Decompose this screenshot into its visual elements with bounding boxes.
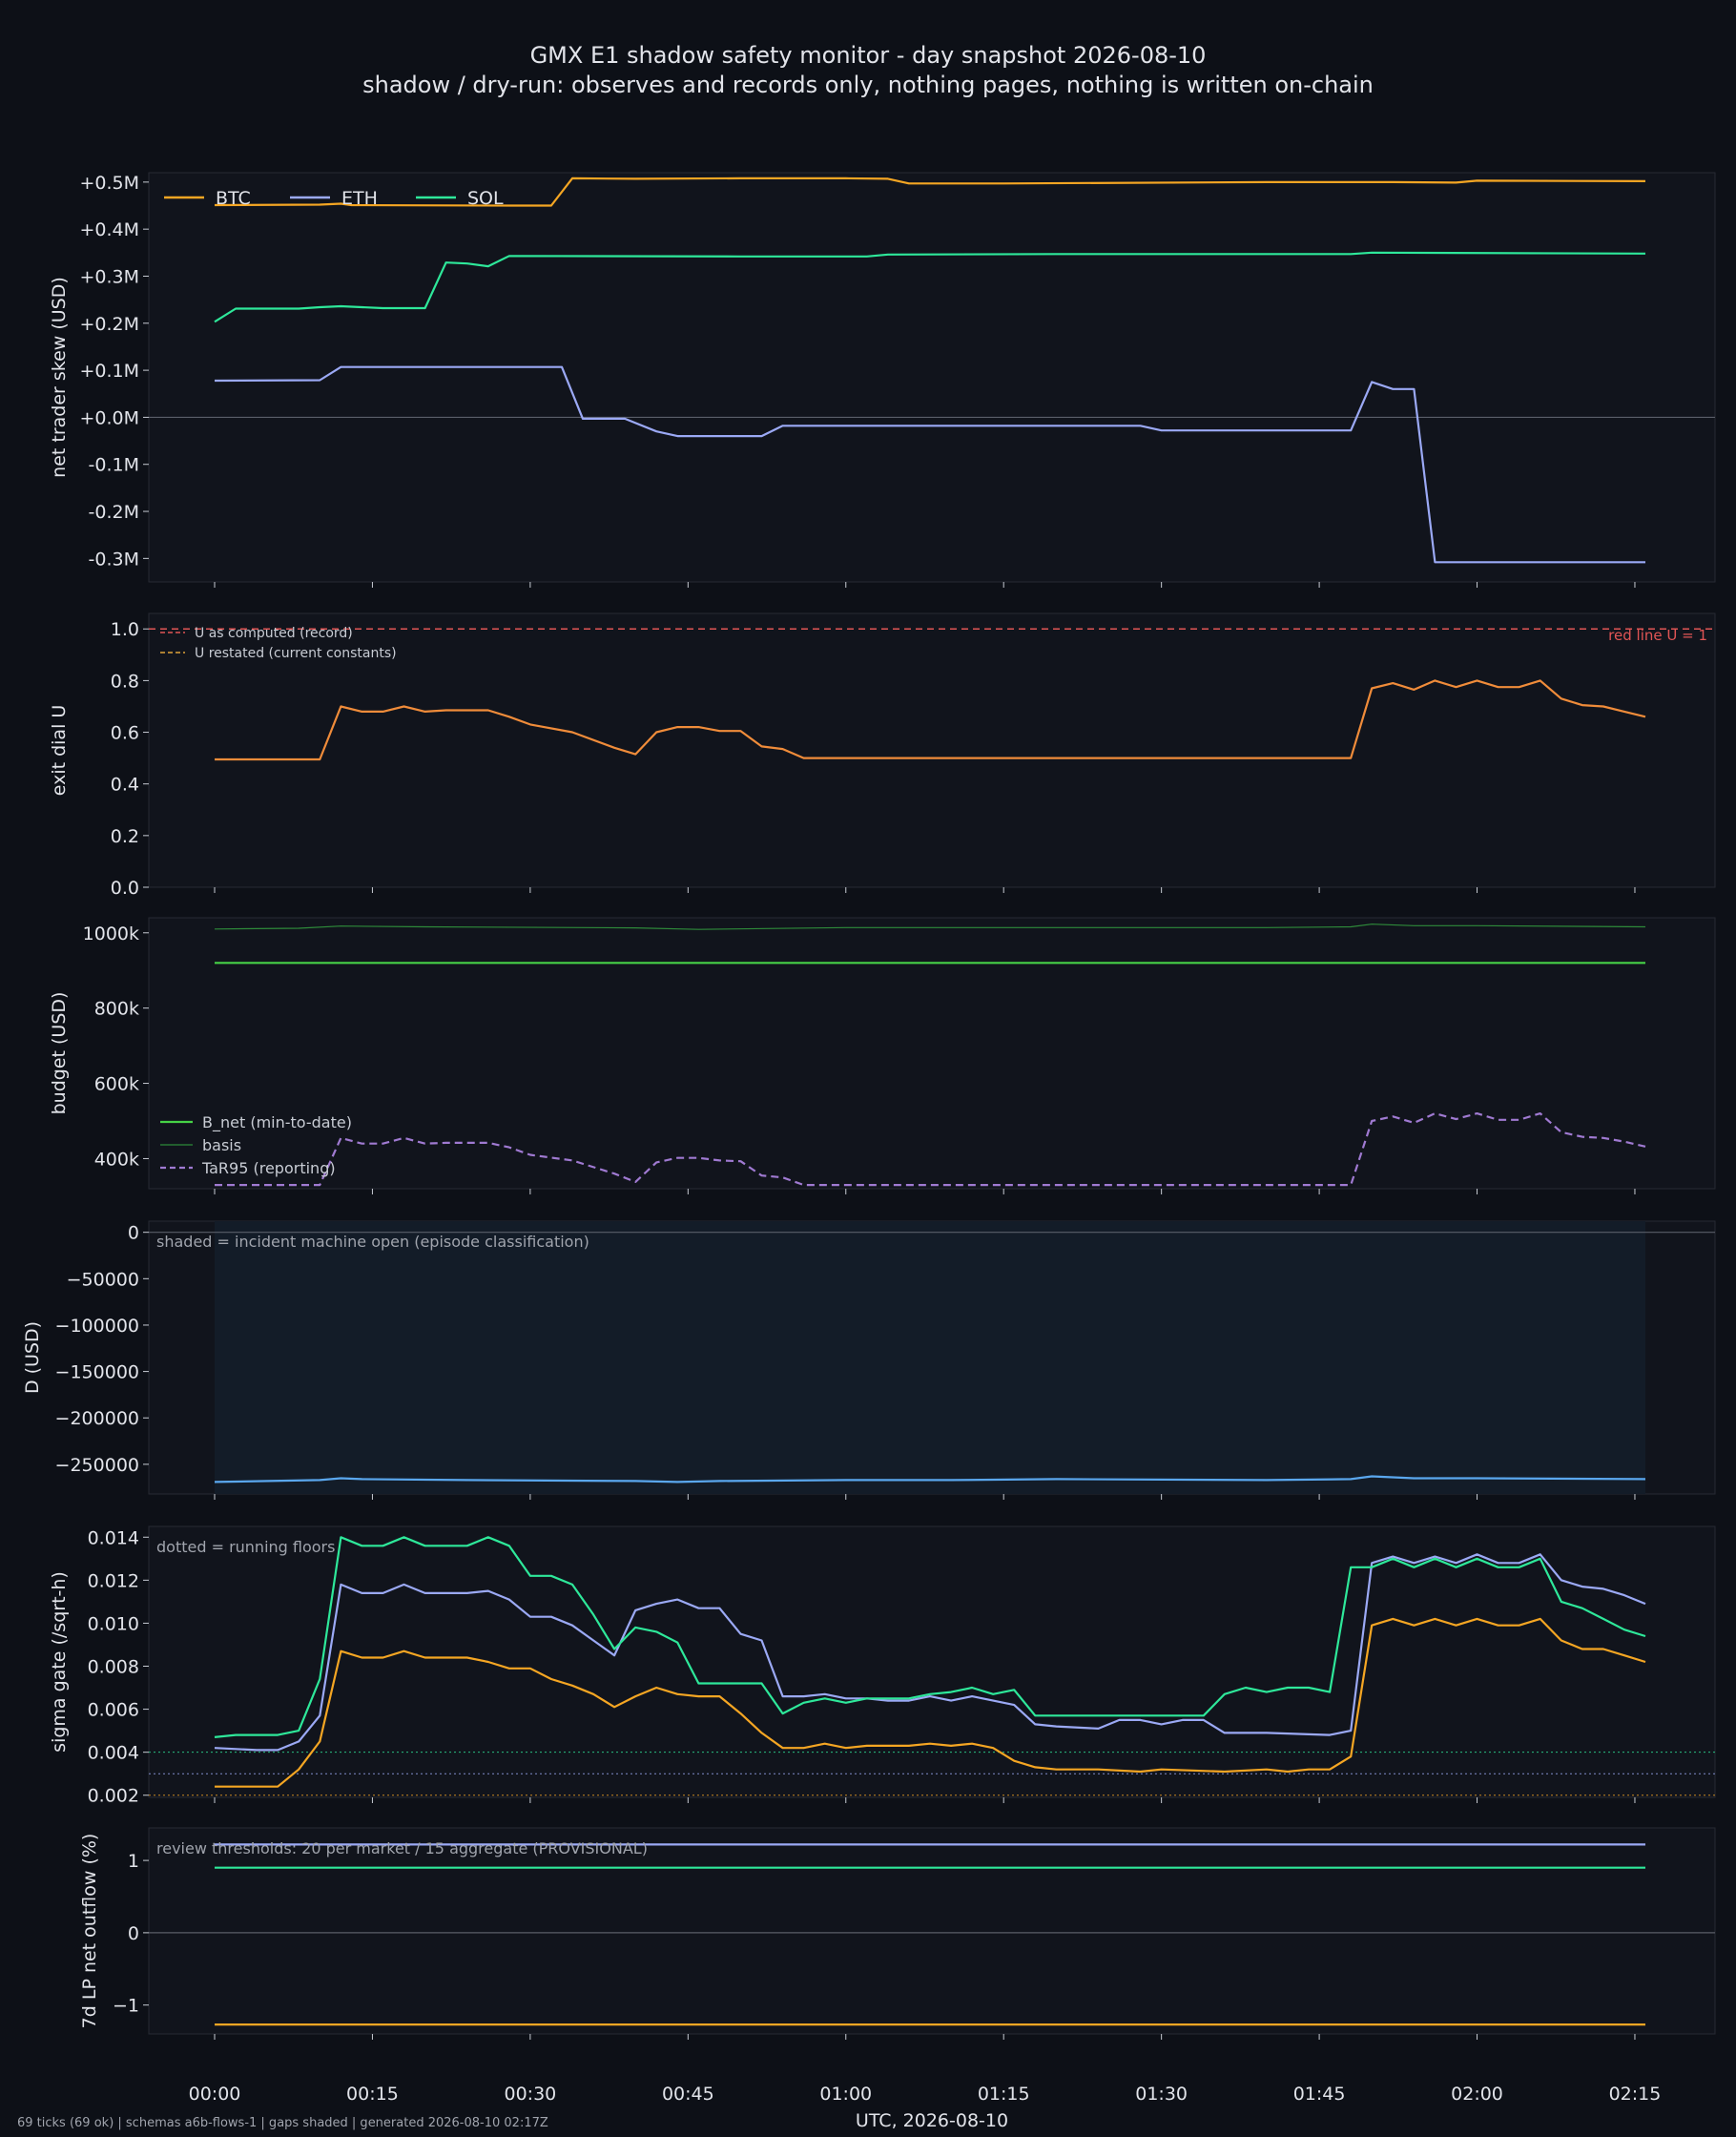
x-axis-label: UTC, 2026-08-10	[856, 2110, 1008, 2131]
panel-budget: 1000k 800k 600k 400k budget (USD) B_net (min-…	[49, 917, 1716, 1194]
y-tick-label: 0.6	[111, 723, 139, 744]
series-line-basis	[214, 923, 1646, 930]
legend-label: basis	[202, 1136, 241, 1154]
series-line-tar95-reporting-	[215, 1112, 1646, 1187]
x-tick-label: 00:30	[504, 2084, 556, 2105]
panel-frame	[148, 1525, 1716, 1798]
y-tick-label: 0.008	[88, 1657, 139, 1678]
y-tick-label: 0.4	[111, 775, 139, 796]
y-tick-label: -0.2M	[89, 502, 139, 523]
legend-label: SOL	[467, 188, 504, 209]
y-tick-label: +0.3M	[79, 266, 139, 287]
x-tick-label: 01:15	[978, 2084, 1030, 2105]
series-line-eth	[214, 365, 1645, 564]
x-tick-label: 00:00	[189, 2084, 241, 2105]
y-tick-label: 0	[128, 1223, 139, 1244]
legend-label: B_net (min-to-date)	[202, 1113, 352, 1132]
y-tick-label: -0.3M	[89, 549, 139, 570]
y-tick-label: −50000	[67, 1269, 139, 1290]
x-tick-label: 02:00	[1451, 2084, 1503, 2105]
series-line-d	[214, 1475, 1646, 1483]
legend-label: ETH	[341, 188, 378, 209]
panel-frame	[148, 1827, 1716, 2035]
y-tick-label: 0.2	[111, 826, 139, 847]
legend-label: TaR95 (reporting)	[201, 1159, 336, 1177]
series-line-eth	[214, 1553, 1646, 1752]
x-tick-label: 01:00	[819, 2084, 872, 2105]
panel-note: dotted = running floors	[156, 1538, 335, 1556]
y-tick-label: −250000	[55, 1455, 139, 1476]
panel-frame	[148, 172, 1716, 583]
y-tick-label: +0.2M	[79, 314, 139, 335]
y-axis-label: exit dial U	[49, 705, 70, 797]
y-tick-label: 0.014	[88, 1527, 139, 1548]
y-tick-label: 0.002	[88, 1786, 139, 1807]
red-line-label: red line U = 1	[1608, 627, 1707, 644]
panel-note: review thresholds: 20 per market / 15 ag…	[156, 1839, 648, 1857]
y-tick-label: −200000	[55, 1408, 139, 1429]
panel-frame	[148, 917, 1716, 1190]
y-tick-label: 0.012	[88, 1570, 139, 1591]
y-tick-label: +0.1M	[79, 361, 139, 382]
x-tick-label: 00:45	[662, 2084, 714, 2105]
figure-subtitle: shadow / dry-run: observes and records o…	[362, 72, 1374, 98]
y-tick-label: 800k	[94, 999, 139, 1020]
y-axis-label: sigma gate (/sqrt-h)	[49, 1571, 70, 1753]
y-axis-label: budget (USD)	[49, 992, 70, 1115]
y-tick-label: 0.004	[88, 1743, 139, 1764]
panel-frame	[148, 612, 1716, 888]
y-tick-label: +0.4M	[79, 219, 139, 240]
x-axis: 00:00 00:15 00:30 00:45 01:00 01:15 01:30 01:45…	[189, 2084, 1662, 2105]
incident-shade	[215, 1221, 1645, 1494]
y-axis-label: D (USD)	[22, 1321, 43, 1394]
panels: +0.5M +0.4M +0.3M +0.2M +0.1M +0.0M -0.1M -0.2M…	[22, 172, 1716, 2040]
figure-title: GMX E1 shadow safety monitor - day snaps…	[530, 42, 1207, 69]
series-line-sol	[214, 1536, 1646, 1738]
y-tick-label: 1	[128, 1851, 139, 1872]
legend-label: U restated (current constants)	[195, 646, 397, 661]
y-axis-label: 7d LP net outflow (%)	[79, 1834, 100, 2029]
y-tick-label: 600k	[94, 1074, 139, 1095]
panel-skew: +0.5M +0.4M +0.3M +0.2M +0.1M +0.0M -0.1M -0.2M…	[49, 172, 1716, 588]
y-tick-label: 0	[128, 1923, 139, 1944]
legend-label: BTC	[216, 188, 251, 209]
x-tick-label: 01:45	[1293, 2084, 1346, 2105]
y-tick-label: 1000k	[83, 923, 139, 944]
y-tick-label: 1.0	[111, 619, 139, 640]
y-tick-label: +0.5M	[79, 173, 139, 194]
series-line-btc	[215, 1617, 1646, 1788]
series-line-u-as-computed-record-	[215, 679, 1646, 761]
legend-label: U as computed (record)	[195, 626, 353, 641]
y-tick-label: +0.0M	[79, 407, 139, 428]
x-tick-label: 01:30	[1135, 2084, 1188, 2105]
y-tick-label: 400k	[94, 1149, 139, 1170]
series-line-btc	[214, 176, 1646, 207]
panel-note: shaded = incident machine open (episode …	[156, 1233, 589, 1251]
y-tick-label: 0.010	[88, 1613, 139, 1634]
footer-text: 69 ticks (69 ok) | schemas a6b-flows-1 |…	[17, 2116, 548, 2130]
x-tick-label: 02:15	[1609, 2084, 1662, 2105]
y-tick-label: -0.1M	[89, 455, 139, 476]
y-tick-label: −1	[113, 1996, 139, 2017]
y-axis-label: net trader skew (USD)	[49, 277, 70, 478]
y-tick-label: 0.8	[111, 671, 139, 692]
y-tick-label: 0.0	[111, 878, 139, 899]
series-line-sol	[214, 251, 1646, 323]
y-tick-label: 0.006	[88, 1700, 139, 1721]
y-tick-label: −150000	[55, 1362, 139, 1383]
y-tick-label: −100000	[55, 1316, 139, 1337]
panel-drawdown: 0 −50000 −100000 −150000 −200000 −250000 D (US…	[22, 1220, 1716, 1500]
panel-dial: 1.0 0.8 0.6 0.4 0.2 0.0 exit dial U red line U …	[49, 612, 1716, 899]
panel-outflow: 1 0 −1 7d LP net outflow (%) review threshol…	[79, 1827, 1716, 2040]
x-tick-label: 00:15	[346, 2084, 399, 2105]
panel-sigma: 0.014 0.012 0.010 0.008 0.006 0.004 0.002 sigma…	[49, 1525, 1716, 1807]
